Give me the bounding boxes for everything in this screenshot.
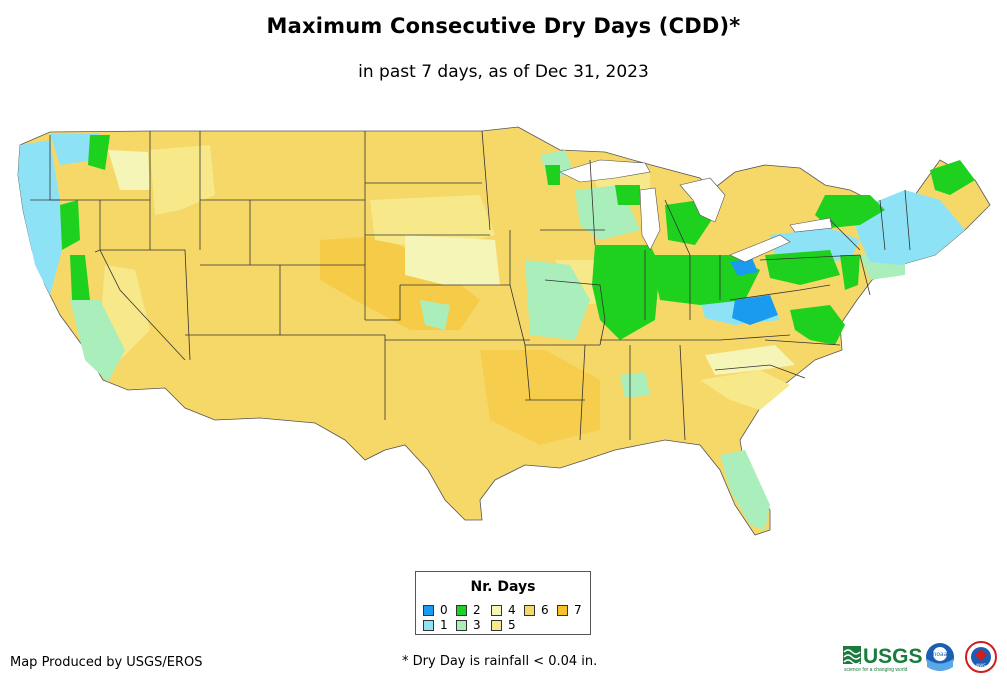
map-title: Maximum Consecutive Dry Days (CDD)* <box>266 14 741 38</box>
nws-logo: NWS <box>965 641 997 673</box>
legend-swatch <box>456 619 467 631</box>
legend-label: 1 <box>440 618 448 632</box>
map-subtitle: in past 7 days, as of Dec 31, 2023 <box>358 62 649 82</box>
legend-swatch <box>423 604 434 616</box>
legend-swatch <box>423 619 434 631</box>
legend-item-6: 6 <box>524 604 549 616</box>
legend-item-7: 7 <box>557 604 582 616</box>
legend-label: 4 <box>508 603 516 617</box>
legend-swatch <box>456 604 467 616</box>
legend-label: 3 <box>473 618 481 632</box>
usgs-logo: USGS science for a changing world <box>843 645 923 673</box>
legend-swatch <box>491 604 502 616</box>
usgs-wordmark: USGS <box>863 645 923 668</box>
legend-label: 0 <box>440 603 448 617</box>
legend-item-5: 5 <box>491 619 516 631</box>
legend-label: 6 <box>541 603 549 617</box>
agency-logos: USGS science for a changing world noaa N… <box>843 641 997 673</box>
legend-label: 7 <box>574 603 582 617</box>
legend-item-4: 4 <box>491 604 516 616</box>
map-credit: Map Produced by USGS/EROS <box>10 655 203 670</box>
footnote: * Dry Day is rainfall < 0.04 in. <box>402 654 598 669</box>
usgs-tagline: science for a changing world <box>844 667 908 673</box>
legend-title: Nr. Days <box>470 579 536 595</box>
legend-label: 2 <box>473 603 481 617</box>
legend-swatch <box>524 604 535 616</box>
legend: Nr. Days 0 2 4 6 7 1 3 5 <box>415 571 591 635</box>
legend-item-3: 3 <box>456 619 481 631</box>
legend-swatch <box>491 619 502 631</box>
legend-swatch <box>557 604 568 616</box>
nws-wordmark: NWS <box>976 663 986 668</box>
noaa-logo: noaa <box>926 643 954 671</box>
legend-item-2: 2 <box>456 604 481 616</box>
legend-item-1: 1 <box>423 619 448 631</box>
noaa-wordmark: noaa <box>933 651 948 658</box>
us-outline <box>17 126 991 536</box>
legend-label: 5 <box>508 618 516 632</box>
legend-item-0: 0 <box>423 604 448 616</box>
